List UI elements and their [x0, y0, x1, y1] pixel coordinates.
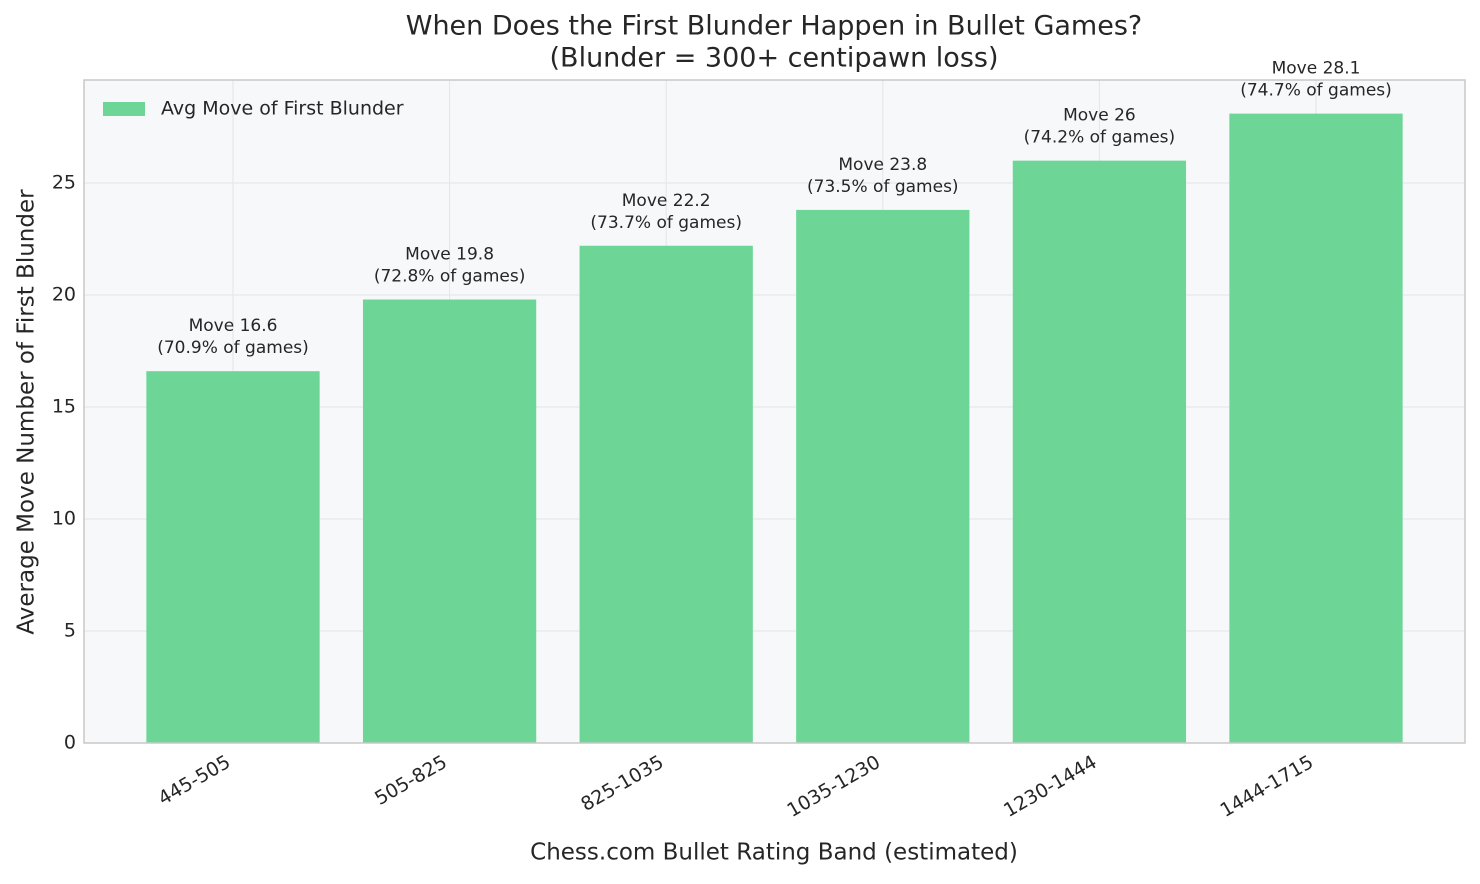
value-annotation: (74.2% of games) [1024, 128, 1176, 148]
y-tick-label: 25 [52, 172, 76, 194]
legend-swatch [103, 102, 145, 116]
y-tick-label: 15 [52, 396, 76, 418]
chart-title: When Does the First Blunder Happen in Bu… [406, 11, 1143, 42]
value-label: Move 22.2 [622, 191, 711, 211]
plot-frame [83, 79, 1466, 744]
bar [579, 245, 753, 743]
legend-label: Avg Move of First Blunder [161, 98, 404, 120]
y-tick-label: 10 [52, 508, 76, 530]
value-label: Move 19.8 [405, 245, 494, 265]
value-label: Move 28.1 [1272, 59, 1361, 79]
y-axis-label: Average Move Number of First Blunder [14, 189, 40, 635]
value-label: Move 23.8 [838, 155, 927, 175]
value-label: Move 16.6 [189, 316, 278, 336]
x-tick-label: 1035-1230 [783, 751, 884, 822]
x-tick-label: 1444-1715 [1217, 751, 1318, 822]
value-annotation: (73.7% of games) [590, 213, 742, 233]
bar [1229, 113, 1403, 744]
y-tick-label: 20 [52, 284, 76, 306]
x-tick-label: 825-1035 [577, 751, 667, 816]
value-annotation: (74.7% of games) [1240, 81, 1392, 101]
chart-subtitle: (Blunder = 300+ centipawn loss) [550, 43, 999, 74]
value-annotation: (70.9% of games) [157, 338, 309, 358]
x-tick-label: 505-825 [371, 751, 451, 810]
x-axis-label: Chess.com Bullet Rating Band (estimated) [530, 840, 1018, 866]
value-label: Move 26 [1063, 106, 1136, 126]
bar [362, 299, 537, 743]
bar [1012, 160, 1187, 743]
y-tick-label: 0 [64, 732, 76, 754]
value-annotation: (73.5% of games) [807, 177, 959, 197]
x-tick-label: 445-505 [154, 751, 234, 810]
bar [146, 371, 320, 743]
y-tick-label: 5 [64, 620, 76, 642]
x-tick-label: 1230-1444 [1000, 751, 1101, 822]
bar [796, 209, 970, 743]
value-annotation: (72.8% of games) [374, 267, 526, 287]
